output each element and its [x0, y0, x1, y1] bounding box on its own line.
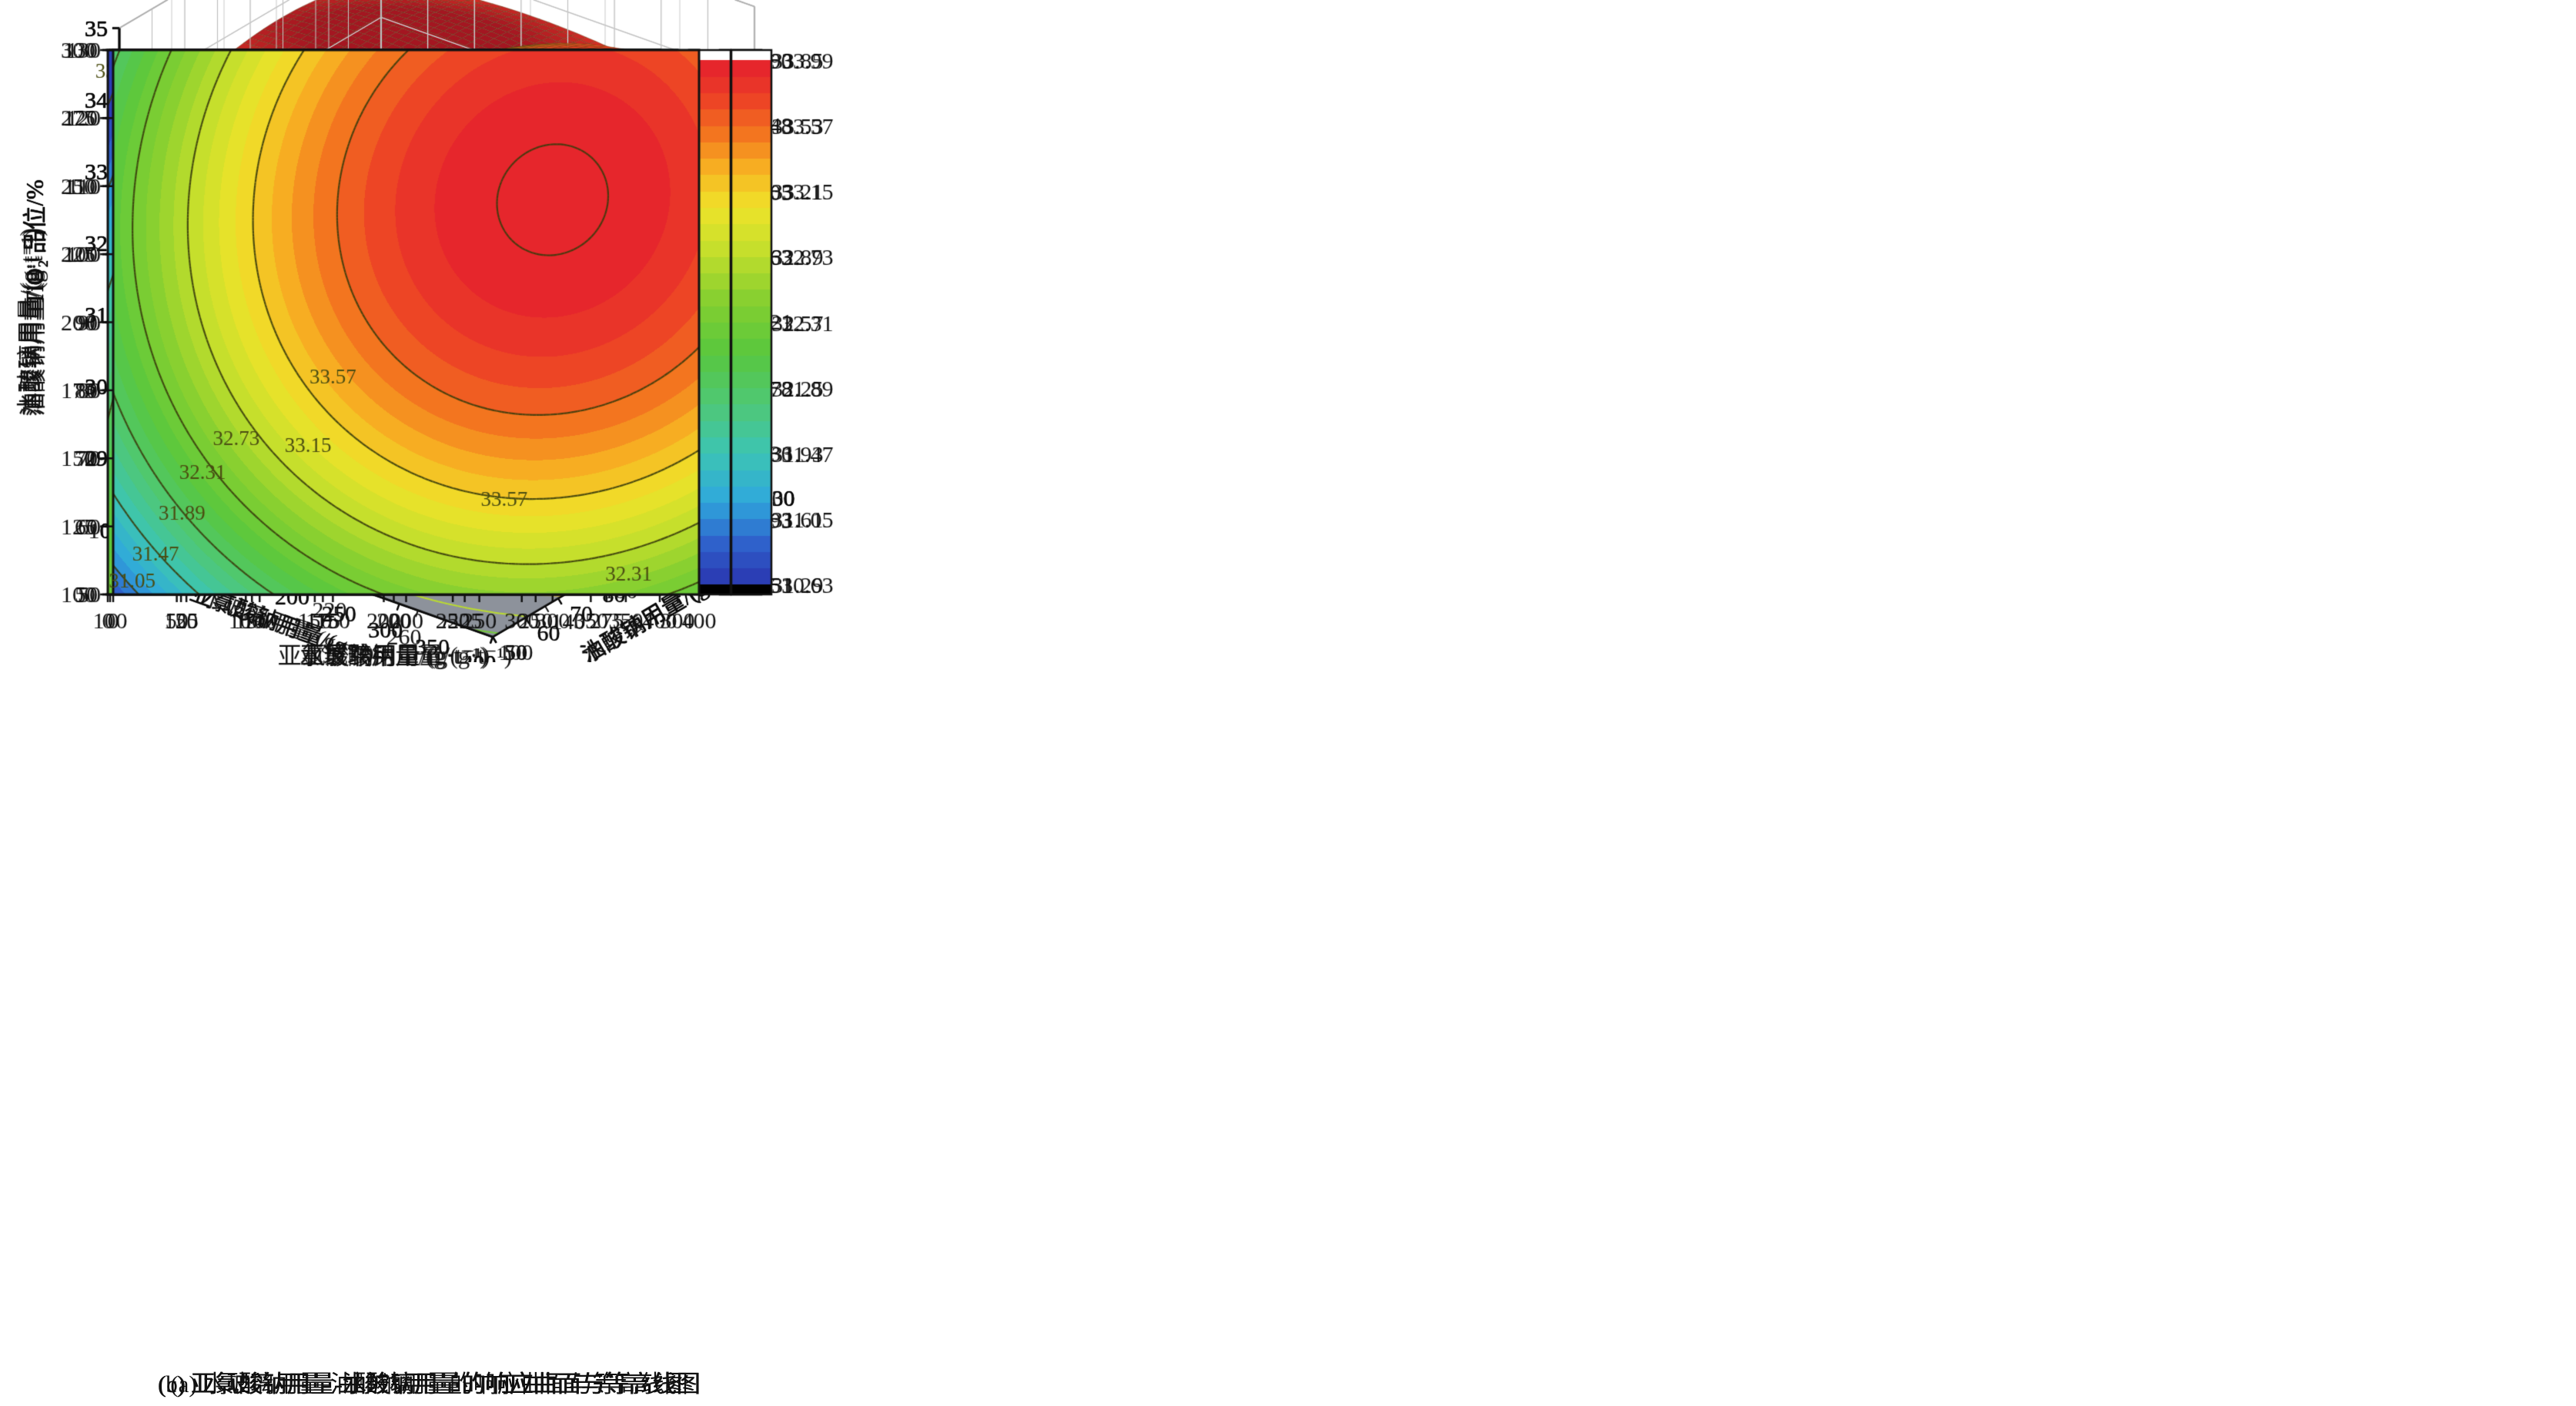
- caption-c: (c) 亚氯酸钠用量-油酸钠用量的响应曲面与等高线图: [158, 1371, 701, 1398]
- caption-a: (a) 水玻璃用量-油酸钠用量的响应曲面与等高线图: [170, 1371, 688, 1398]
- contour-panel-c: [0, 0, 859, 678]
- caption-b: (b) 亚氯酸钠用量-水玻璃用量的响应曲面与等高线图: [157, 1371, 701, 1398]
